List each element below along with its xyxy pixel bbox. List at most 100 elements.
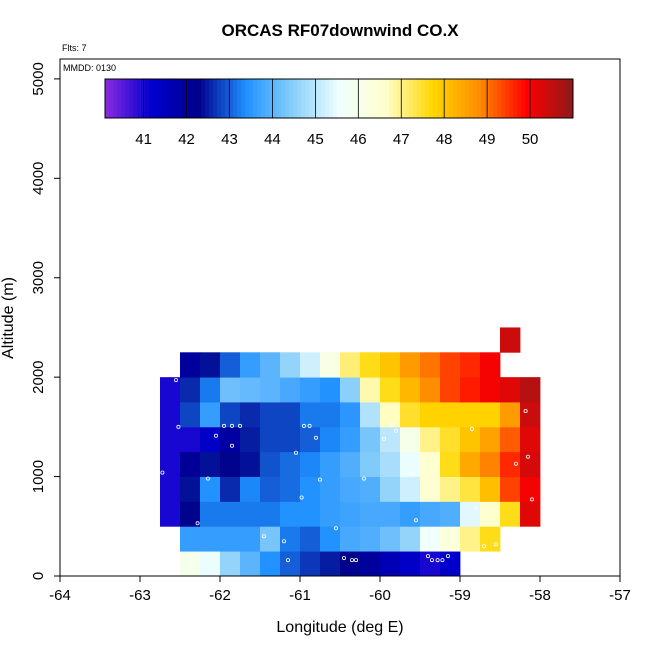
heatmap-cell xyxy=(280,402,301,428)
colorbar-tick-label: 44 xyxy=(264,131,281,148)
heatmap-cell xyxy=(180,451,201,477)
heatmap-cell xyxy=(420,451,441,477)
colorbar-border xyxy=(104,78,574,119)
heatmap-cell xyxy=(240,526,261,552)
colorbar-swatch xyxy=(441,79,446,118)
colorbar-swatch xyxy=(537,79,542,118)
colorbar-swatch xyxy=(205,79,210,118)
heatmap-cell xyxy=(260,501,281,527)
heatmap-cell xyxy=(260,451,281,477)
heatmap-cell xyxy=(500,476,521,502)
colorbar-swatch xyxy=(345,79,350,118)
flight-point xyxy=(333,526,338,531)
heatmap-cell xyxy=(180,402,201,428)
flight-point xyxy=(349,558,354,563)
heatmap-cell xyxy=(500,377,521,403)
flight-point xyxy=(153,516,158,521)
colorbar-swatch xyxy=(541,79,546,118)
heatmap-cell xyxy=(360,352,381,378)
colorbar-swatch xyxy=(433,79,438,118)
colorbar-tick-label: 45 xyxy=(307,131,324,148)
colorbar-tick-label: 49 xyxy=(479,131,496,148)
colorbar-swatch xyxy=(133,79,138,118)
flight-point xyxy=(518,360,523,365)
colorbar-swatch xyxy=(353,79,358,118)
heatmap-cell xyxy=(260,352,281,378)
colorbar-swatch xyxy=(317,79,322,118)
flight-point xyxy=(353,558,358,563)
colorbar-swatch xyxy=(185,79,190,118)
colorbar-tick-label: 43 xyxy=(221,131,238,148)
colorbar-swatch xyxy=(373,79,378,118)
heatmap-cell xyxy=(380,377,401,403)
flight-point xyxy=(381,436,386,441)
heatmap-cell xyxy=(400,402,421,428)
heatmap-cell xyxy=(400,526,421,552)
heatmap-cell xyxy=(400,352,421,378)
heatmap-cell xyxy=(300,377,321,403)
heatmap-cell xyxy=(460,352,481,378)
colorbar-swatch xyxy=(109,79,114,118)
heatmap-cell xyxy=(320,402,341,428)
heatmap-cell xyxy=(300,426,321,453)
heatmap-cell xyxy=(460,501,481,527)
flight-point xyxy=(473,506,478,511)
heatmap-cell xyxy=(260,402,281,428)
y-tick-label: 1000 xyxy=(30,460,47,493)
heatmap-cell xyxy=(220,352,241,378)
heatmap-cell xyxy=(240,551,261,577)
heatmap-cell xyxy=(300,526,321,552)
colorbar-swatch xyxy=(193,79,198,118)
heatmap-cell xyxy=(420,501,441,527)
flight-point xyxy=(205,476,210,481)
heatmap-cell xyxy=(420,526,441,552)
flight-point xyxy=(526,454,531,459)
heatmap-cell xyxy=(440,501,461,527)
flight-point xyxy=(341,556,346,561)
flight-point xyxy=(393,428,398,433)
heatmap-cell xyxy=(220,501,241,527)
chart-title: ORCAS RF07downwind CO.X xyxy=(221,21,459,40)
heatmap-cell xyxy=(180,476,201,502)
colorbar-swatch xyxy=(397,79,402,118)
heatmap-cell xyxy=(520,451,541,477)
y-tick-label: 2000 xyxy=(30,360,47,393)
colorbar-swatch xyxy=(265,79,270,118)
flight-point xyxy=(523,408,528,413)
heatmap-cell xyxy=(420,551,441,577)
colorbar-swatch xyxy=(197,79,202,118)
colorbar-swatch xyxy=(445,79,450,118)
colorbar-swatch xyxy=(325,79,330,118)
heatmap-cell xyxy=(460,426,481,453)
flight-point xyxy=(293,450,298,455)
colorbar-swatch xyxy=(221,79,226,118)
colorbar-swatch xyxy=(401,79,406,118)
flight-point xyxy=(261,534,266,539)
colorbar-swatch xyxy=(469,79,474,118)
heatmap-cell xyxy=(340,426,361,453)
colorbar-swatch xyxy=(429,79,434,118)
heatmap-cell xyxy=(240,451,261,477)
heatmap-cell xyxy=(420,402,441,428)
x-axis-label: Longitude (deg E) xyxy=(276,619,403,636)
colorbar-swatch xyxy=(293,79,298,118)
heatmap-cell xyxy=(200,352,221,378)
heatmap-cell xyxy=(460,402,481,428)
plot-border xyxy=(59,58,621,577)
heatmap-cell xyxy=(500,327,521,353)
flight-point xyxy=(229,443,234,448)
heatmap-cell xyxy=(240,426,261,453)
colorbar-swatch xyxy=(381,79,386,118)
flight-point xyxy=(221,423,226,428)
colorbar-swatch xyxy=(553,79,558,118)
heatmap-cell xyxy=(460,451,481,477)
colorbar-swatch xyxy=(241,79,246,118)
heatmap-cell xyxy=(340,402,361,428)
flight-point xyxy=(173,378,178,383)
x-tick-label: -57 xyxy=(609,587,631,604)
heatmap-cell xyxy=(480,426,501,453)
heatmap-cell xyxy=(220,402,241,428)
heatmap-cell xyxy=(300,501,321,527)
heatmap-cell xyxy=(280,551,301,577)
heatmap-cell xyxy=(360,526,381,552)
